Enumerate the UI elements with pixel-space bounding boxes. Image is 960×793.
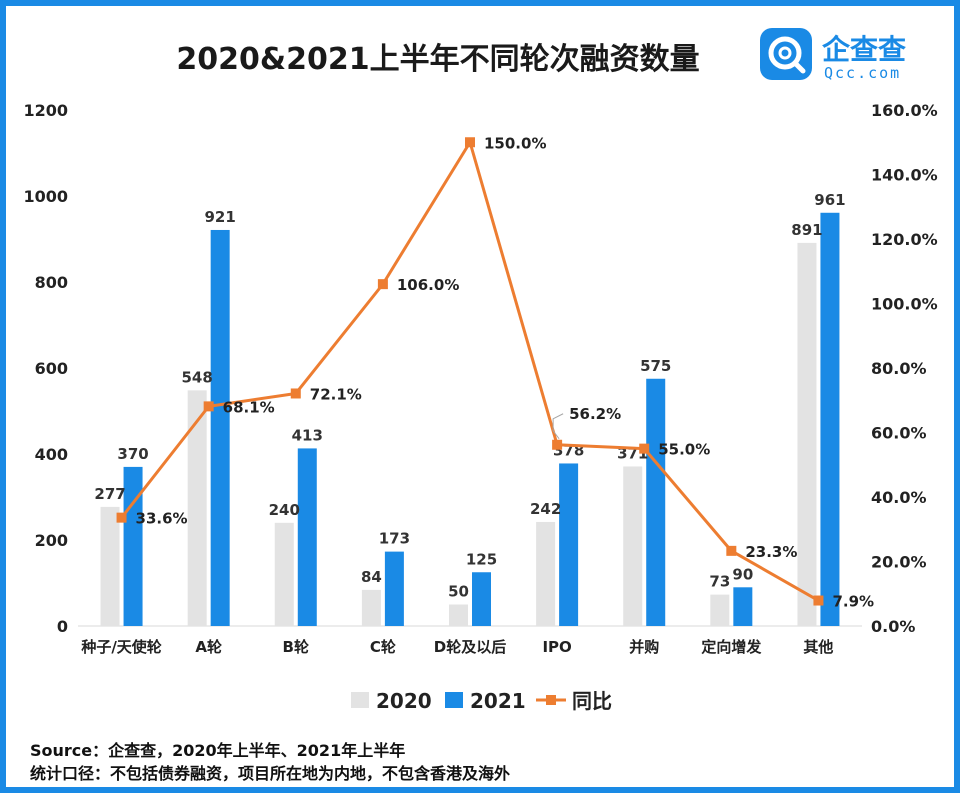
bar-2021-label: 413 [292, 426, 323, 444]
y2-tick-label: 120.0% [871, 230, 938, 249]
x-tick-label: 种子/天使轮 [80, 638, 161, 656]
yoy-label: 33.6% [136, 510, 188, 528]
y-tick-label: 800 [35, 273, 68, 292]
bar-2020-label: 84 [361, 568, 382, 586]
logo-subtitle: Qcc.com [824, 64, 902, 82]
y-tick-label: 600 [35, 359, 68, 378]
bar-2021 [123, 466, 143, 626]
y-tick-label: 400 [35, 445, 68, 464]
bar-2020-label: 73 [709, 573, 730, 591]
yoy-label: 68.1% [223, 398, 275, 416]
bar-2020-label: 50 [448, 583, 469, 601]
bar-2021-label: 961 [814, 191, 845, 209]
legend-2021-label: 2021 [470, 689, 526, 713]
bar-2020 [100, 506, 120, 626]
legend-yoy-label: 同比 [572, 689, 612, 713]
y2-tick-label: 40.0% [871, 488, 927, 507]
yoy-point [465, 137, 475, 148]
y-tick-label: 0 [57, 617, 68, 636]
yoy-label: 55.0% [658, 441, 710, 459]
chart-title: 2020&2021上半年不同轮次融资数量 [176, 42, 700, 77]
bar-2021 [646, 378, 666, 626]
x-tick-label: D轮及以后 [434, 638, 506, 656]
y2-tick-label: 0.0% [871, 617, 915, 636]
bar-2021 [733, 587, 753, 626]
bar-2020-label: 242 [530, 500, 561, 518]
yoy-point [116, 512, 127, 523]
y-tick-label: 1200 [23, 101, 68, 120]
y-tick-label: 200 [35, 531, 68, 550]
yoy-point [377, 279, 388, 290]
x-tick-label: 其他 [803, 638, 833, 656]
qcc-magnifier-logo-icon [760, 28, 812, 80]
yoy-label: 150.0% [484, 134, 546, 152]
bar-2021 [472, 572, 491, 626]
bar-2021 [384, 551, 404, 626]
yoy-label: 23.3% [745, 543, 797, 561]
y2-tick-label: 60.0% [871, 424, 927, 443]
yoy-point [726, 545, 737, 556]
bar-2021-label: 173 [379, 530, 410, 548]
x-tick-label: 并购 [629, 638, 659, 656]
x-tick-label: C轮 [370, 638, 396, 656]
y2-tick-label: 80.0% [871, 359, 927, 378]
bar-2021-label: 921 [205, 208, 236, 226]
legend-2020-label: 2020 [376, 689, 432, 713]
x-tick-label: A轮 [195, 638, 222, 656]
x-tick-label: 定向增发 [701, 638, 762, 656]
bar-2020 [274, 522, 294, 626]
y2-tick-label: 160.0% [871, 101, 938, 120]
bar-2020-label: 548 [182, 368, 213, 386]
bar-2021 [820, 212, 840, 626]
yoy-label: 56.2% [569, 405, 621, 423]
qcc-logo: 企查查 Qcc.com [760, 28, 930, 86]
bar-2020 [536, 521, 556, 626]
bar-2020 [187, 390, 207, 626]
logo-name: 企查查 [822, 33, 907, 66]
yoy-label: 7.9% [832, 593, 874, 611]
yoy-label: 106.0% [397, 276, 459, 294]
bar-2021-label: 90 [732, 565, 753, 583]
yoy-point [813, 595, 824, 606]
bar-2020 [797, 242, 817, 626]
bar-2020-label: 277 [94, 485, 125, 503]
bar-2021 [297, 448, 317, 626]
bar-2020-label: 891 [791, 221, 822, 239]
bar-2020 [361, 589, 381, 626]
source-note: Source：企查查，2020年上半年、2021年上半年 [30, 741, 406, 760]
bar-2021 [210, 229, 230, 626]
yoy-label-leader [552, 413, 564, 440]
x-tick-label: B轮 [283, 638, 309, 656]
yoy-point [203, 401, 214, 412]
bar-2020 [449, 604, 468, 626]
yoy-label: 72.1% [310, 385, 362, 403]
bar-2021 [559, 463, 579, 626]
scope-note: 统计口径：不包括债券融资，项目所在地为内地，不包含香港及海外 [30, 764, 511, 783]
yoy-point [552, 439, 563, 450]
bar-2021-label: 125 [466, 550, 497, 568]
x-tick-label: IPO [542, 638, 571, 656]
legend-yoy-marker [546, 695, 556, 705]
legend-2020-swatch [351, 692, 369, 708]
bar-2021-label: 370 [117, 445, 148, 463]
y2-tick-label: 140.0% [871, 166, 938, 185]
legend-2021-swatch [445, 692, 463, 708]
bar-2021-label: 575 [640, 357, 671, 375]
bar-2020-label: 240 [269, 501, 300, 519]
bar-2020 [710, 594, 730, 626]
bar-2020 [623, 466, 643, 626]
y2-tick-label: 100.0% [871, 295, 938, 314]
yoy-point [639, 443, 650, 454]
y2-tick-label: 20.0% [871, 553, 927, 572]
y-tick-label: 1000 [23, 187, 68, 206]
yoy-point [290, 388, 301, 399]
